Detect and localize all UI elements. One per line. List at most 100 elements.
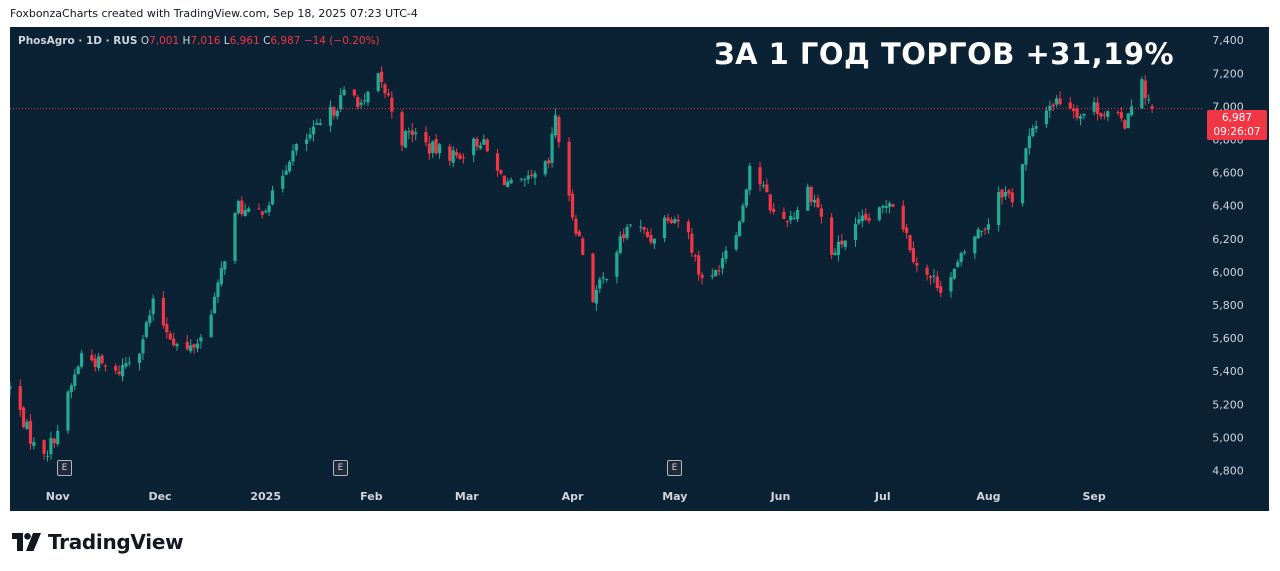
candle-body <box>458 154 462 159</box>
candle-body <box>662 217 667 238</box>
candle-body <box>359 102 363 105</box>
tradingview-logo-icon[interactable] <box>12 533 42 551</box>
candle-body <box>257 208 261 210</box>
candle-body <box>28 420 33 444</box>
candle-body <box>1092 102 1096 112</box>
candle-body <box>1147 99 1151 101</box>
candle-body <box>233 212 237 261</box>
candle-body <box>594 289 598 304</box>
candle-body <box>973 236 977 254</box>
candle-body <box>772 208 776 212</box>
candle-body <box>557 116 561 143</box>
x-tick-label: Dec <box>148 490 171 503</box>
candle-body <box>932 275 936 277</box>
candle-body <box>69 385 73 393</box>
candle-body <box>553 115 558 136</box>
candle-body <box>615 252 619 277</box>
candle-body <box>1034 126 1038 129</box>
x-tick-label: Feb <box>360 490 383 503</box>
candle-body <box>618 236 622 253</box>
candle-body <box>956 262 960 267</box>
candle-body <box>1099 113 1103 117</box>
ohlc-legend: PhosAgro · 1D · RUS O7,001 H7,016 L6,961… <box>18 35 380 47</box>
x-tick-label: May <box>662 490 687 503</box>
candle-body <box>103 365 108 367</box>
candle-body <box>209 314 213 337</box>
candle-body <box>475 138 479 147</box>
symbol-label[interactable]: PhosAgro · 1D · RUS <box>18 35 138 47</box>
candle-body <box>100 355 104 364</box>
candle-body <box>765 184 769 193</box>
candle-body <box>976 229 980 239</box>
candle-body <box>997 192 1001 226</box>
candlestick-chart[interactable]: 4,800 5,000 5,200 5,400 5,600 5,800 6,000 6,200… <box>10 27 1269 511</box>
y-tick-label: 5,400 <box>1212 365 1244 378</box>
candle-body <box>1075 108 1079 118</box>
candle-body <box>908 235 912 251</box>
candle-body <box>45 455 50 457</box>
candle-body <box>550 133 554 163</box>
candle-body <box>782 211 786 219</box>
candle-body <box>315 123 319 125</box>
candle-body <box>526 175 530 180</box>
candle-body <box>42 440 46 454</box>
candle-body <box>959 252 963 263</box>
candle-body <box>472 138 476 155</box>
candle-body <box>833 252 837 255</box>
candle-body <box>809 186 813 202</box>
candle-body <box>843 240 847 247</box>
candle-body <box>189 345 193 352</box>
y-tick-label: 6,200 <box>1212 233 1244 246</box>
candle-body <box>502 175 506 186</box>
candle-body <box>216 282 220 297</box>
close-label: C <box>263 35 271 47</box>
candle-body <box>485 139 489 152</box>
bar-countdown: 09:26:07 <box>1213 126 1261 138</box>
candle-body <box>376 73 380 92</box>
candle-body <box>785 221 789 223</box>
candle-body <box>294 144 298 151</box>
x-tick-label: Sep <box>1082 490 1105 503</box>
candle-body <box>891 204 895 207</box>
candle-body <box>506 181 510 188</box>
chart-caption: FoxbonzaCharts created with TradingView.… <box>10 7 418 20</box>
candle-body <box>90 355 94 361</box>
candle-body <box>714 270 718 276</box>
candle-body <box>192 344 196 348</box>
candle-body <box>66 391 70 431</box>
candle-body <box>144 322 148 337</box>
earnings-marker[interactable]: E <box>333 460 348 476</box>
y-tick-label: 5,600 <box>1212 332 1244 345</box>
candle-body <box>478 145 483 149</box>
y-tick-label: 5,000 <box>1212 431 1244 444</box>
candle-body <box>911 248 916 263</box>
candle-body <box>884 205 888 208</box>
candle-body <box>260 211 264 215</box>
candle-body <box>10 386 12 389</box>
candle-body <box>76 366 80 375</box>
candle-body <box>284 170 288 175</box>
earnings-marker[interactable]: E <box>57 460 72 476</box>
candle-body <box>792 217 796 219</box>
candle-body <box>625 227 629 239</box>
candle-body <box>335 110 339 117</box>
candle-body <box>448 146 452 161</box>
candle-body <box>881 206 885 208</box>
candle-body <box>431 141 435 153</box>
tradingview-brand[interactable]: TradingView <box>48 530 184 554</box>
chart-panel[interactable]: 4,800 5,000 5,200 5,400 5,600 5,800 6,000 6,200… <box>10 27 1269 511</box>
candle-body <box>97 356 101 369</box>
candle-body <box>645 231 650 237</box>
candle-body <box>652 238 656 244</box>
change-value: −14 (−0.20%) <box>303 35 380 47</box>
earnings-marker[interactable]: E <box>667 460 682 476</box>
candle-body <box>318 123 322 126</box>
candle-body <box>403 131 408 148</box>
candle-body <box>352 89 356 96</box>
candle-body <box>768 194 772 211</box>
candle-body <box>639 226 643 228</box>
chart-headline: ЗА 1 ГОД ТОРГОВ +31,19% <box>714 37 1175 71</box>
candle-body <box>761 185 766 187</box>
candle-body <box>533 173 537 178</box>
candle-body <box>983 228 987 230</box>
